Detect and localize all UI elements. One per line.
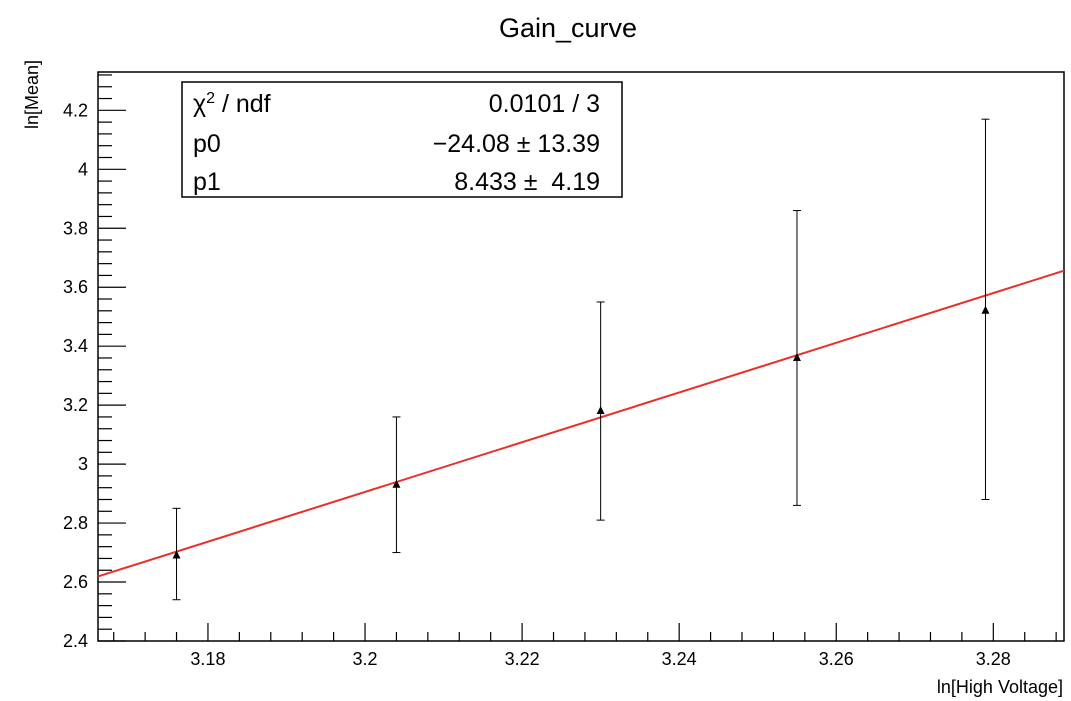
- stats-chi2-value: 0.0101 / 3: [489, 90, 600, 118]
- chi-rest: / ndf: [215, 90, 271, 118]
- x-tick-label: 3.2: [353, 649, 378, 669]
- x-tick-label: 3.24: [662, 649, 697, 669]
- x-axis-title: ln[High Voltage]: [937, 677, 1063, 697]
- fit-stats-box: χ2 / ndf 0.0101 / 3 p0 −24.08 ± 13.39 p1…: [181, 81, 623, 198]
- x-tick-label: 3.18: [190, 649, 225, 669]
- data-point-marker: [981, 305, 990, 314]
- y-tick-label: 4: [78, 159, 88, 179]
- chi-symbol: χ: [193, 90, 206, 118]
- y-tick-label: 2.4: [63, 631, 88, 651]
- y-tick-label: 2.6: [63, 572, 88, 592]
- chi-superscript: 2: [206, 90, 215, 107]
- stats-p0-label: p0: [193, 130, 221, 158]
- x-tick-label: 3.28: [976, 649, 1011, 669]
- y-tick-label: 3.4: [63, 336, 88, 356]
- x-tick-label: 3.26: [819, 649, 854, 669]
- y-tick-label: 3.6: [63, 277, 88, 297]
- x-tick-label: 3.22: [505, 649, 540, 669]
- data-point-marker: [596, 406, 605, 415]
- y-tick-label: 3.2: [63, 395, 88, 415]
- fit-line: [97, 269, 1065, 578]
- y-tick-label: 3.8: [63, 218, 88, 238]
- data-point-marker: [792, 352, 801, 361]
- plot-frame: [97, 71, 1065, 642]
- data-point-marker: [392, 479, 401, 488]
- data-point-marker: [172, 550, 181, 559]
- chart-title: Gain_curve: [499, 13, 637, 43]
- stats-p1-label: p1: [193, 168, 221, 196]
- stats-box-frame: [181, 81, 623, 198]
- y-tick-label: 4.2: [63, 100, 88, 120]
- stats-chi2-label: χ2 / ndf: [193, 90, 271, 118]
- stats-p0-value: −24.08 ± 13.39: [433, 130, 600, 158]
- y-tick-label: 2.8: [63, 513, 88, 533]
- stats-p1-value: 8.433 ± 4.19: [454, 168, 600, 196]
- y-axis-title: ln[Mean]: [22, 60, 42, 129]
- y-tick-label: 3: [78, 454, 88, 474]
